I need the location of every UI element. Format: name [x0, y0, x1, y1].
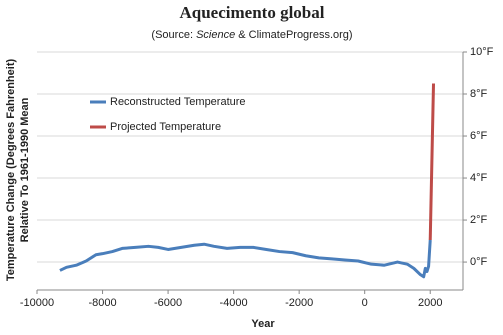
x-tick-label: -8000: [88, 297, 116, 309]
legend-label: Projected Temperature: [110, 121, 221, 133]
data-line: [59, 239, 432, 279]
y-tick-label: 6°F: [470, 130, 488, 142]
y-axis-title: Relative To 1961-1990 Mean: [19, 97, 31, 242]
subtitle-part: & ClimateProgress.org): [235, 29, 352, 41]
y-tick-label: 2°F: [470, 214, 488, 226]
data-line: [428, 83, 436, 241]
subtitle-part: (Source:: [151, 29, 196, 41]
x-tick-label: -10000: [20, 297, 54, 309]
y-axis-title: Temperature Change (Degrees Fahrenheit): [5, 59, 17, 282]
y-tick-label: 10°F: [470, 46, 494, 58]
subtitle-part: Science: [196, 29, 235, 41]
x-tick-label: 0: [362, 297, 368, 309]
y-tick-label: 4°F: [470, 172, 488, 184]
x-tick-label: -2000: [285, 297, 313, 309]
y-tick-label: 0°F: [470, 256, 488, 268]
chart-subtitle: (Source: Science & ClimateProgress.org): [151, 29, 352, 41]
x-tick-label: -4000: [220, 297, 248, 309]
chart-title: Aquecimento global: [180, 3, 325, 22]
x-tick-label: -6000: [154, 297, 182, 309]
y-tick-label: 8°F: [470, 88, 488, 100]
legend-label: Reconstructed Temperature: [110, 96, 246, 108]
x-axis-title: Year: [251, 318, 275, 330]
x-tick-label: 2000: [418, 297, 442, 309]
